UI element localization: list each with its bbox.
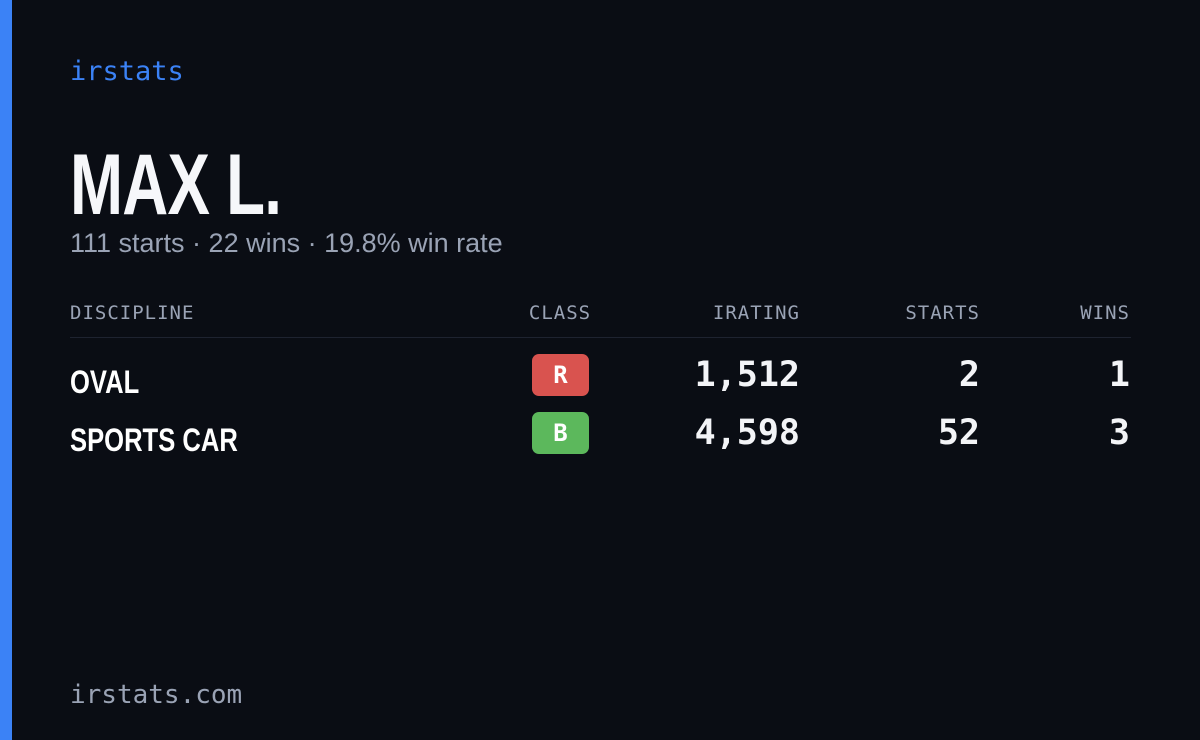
class-badge: R — [532, 354, 589, 396]
wins: 3 — [1108, 413, 1130, 453]
discipline: OVAL — [70, 364, 140, 400]
starts: 2 — [958, 355, 980, 395]
irating: 4,598 — [694, 413, 800, 453]
discipline: SPORTS CAR — [70, 422, 238, 458]
class-badge: B — [532, 412, 589, 454]
player-summary: 111 starts · 22 wins · 19.8% win rate — [70, 228, 503, 258]
column-header: STARTS — [905, 302, 980, 324]
brand: irstats — [70, 56, 184, 87]
player-name: MAX L. — [70, 137, 282, 233]
irating: 1,512 — [694, 355, 800, 395]
footer: irstats.com — [70, 680, 243, 710]
accent-bar — [0, 0, 12, 740]
column-header: DISCIPLINE — [70, 302, 195, 324]
header-rule — [70, 337, 1131, 338]
column-header: CLASS — [528, 302, 592, 324]
wins: 1 — [1108, 355, 1130, 395]
column-header: IRATING — [712, 302, 800, 324]
column-header: WINS — [1080, 302, 1130, 324]
starts: 52 — [937, 413, 980, 453]
